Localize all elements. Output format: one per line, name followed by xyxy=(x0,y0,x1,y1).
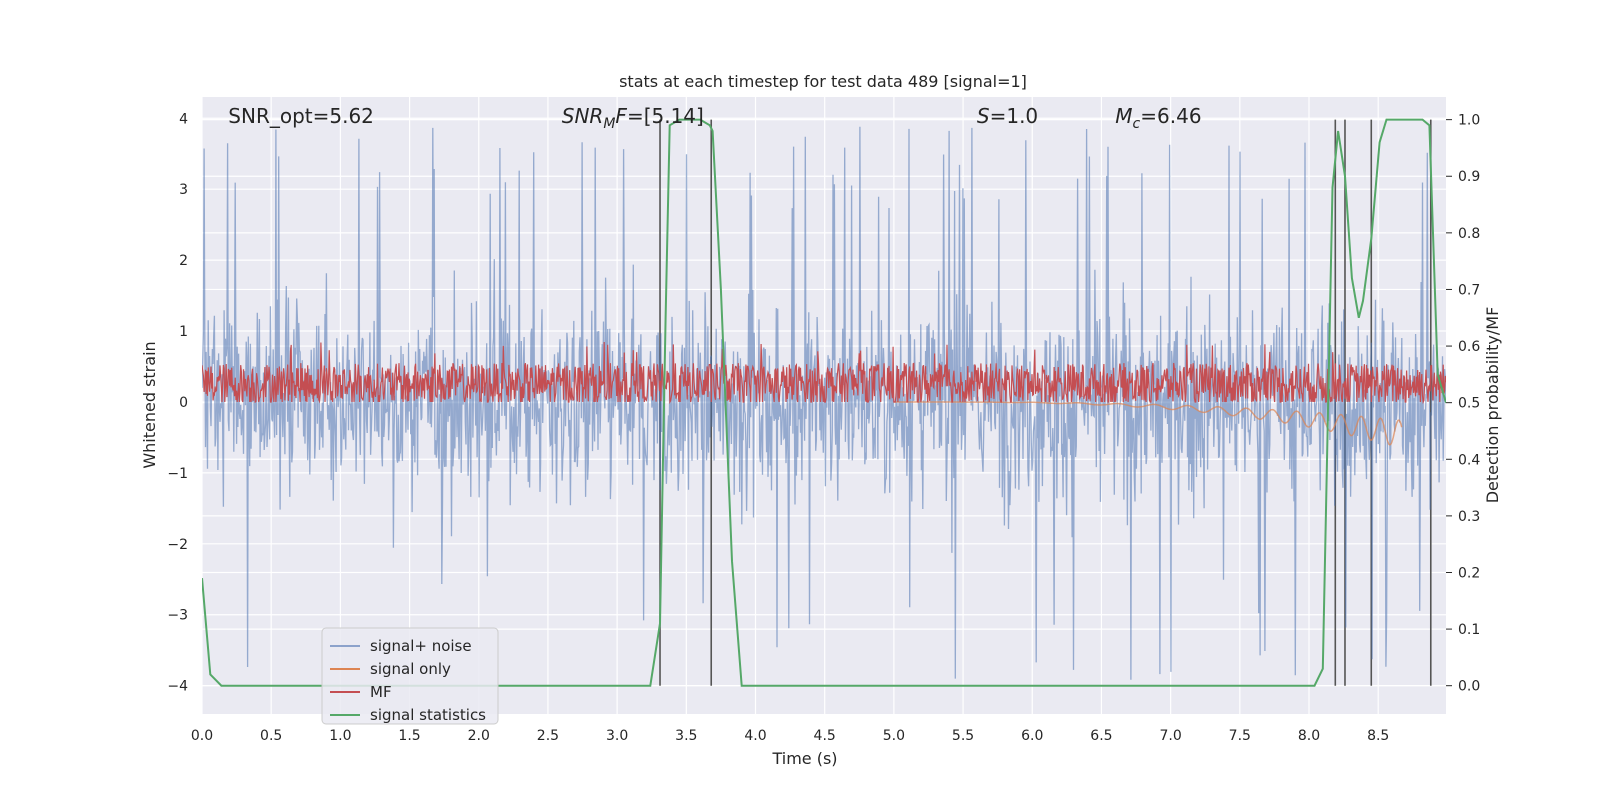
y-tick-label-left: −2 xyxy=(167,537,188,553)
annotation-part: SNR xyxy=(562,104,604,128)
x-tick-label: 6.0 xyxy=(1021,728,1043,744)
annotation-part: =6.46 xyxy=(1140,104,1201,128)
y-axis-label-left: Whitened strain xyxy=(140,341,159,468)
annotations: SNR_opt=5.62 SNRMF=[5.14] S=1.0 Mc=6.46 xyxy=(228,104,1201,132)
y-axis-label-right: Detection probability/MF xyxy=(1483,307,1502,504)
signal-statistics-line xyxy=(202,118,1446,687)
annotation-part: M xyxy=(1115,104,1132,128)
y-tick-label-right: 0.7 xyxy=(1458,282,1480,298)
annotation: SNR_opt=5.62 xyxy=(228,104,374,128)
x-tick-label: 2.0 xyxy=(468,728,490,744)
y-tick-label-left: 3 xyxy=(179,182,188,198)
y-tick-label-right: 0.6 xyxy=(1458,339,1480,355)
signal-only-line xyxy=(893,401,1403,446)
annotation-part: M xyxy=(603,116,615,132)
x-tick-label: 4.5 xyxy=(814,728,836,744)
legend-label: signal only xyxy=(370,660,451,678)
y-tick-label-right: 0.4 xyxy=(1458,452,1480,468)
legend-box xyxy=(321,627,499,725)
annotation-part: c xyxy=(1133,116,1141,132)
x-tick-label: 3.5 xyxy=(675,728,697,744)
x-tick-label: 8.5 xyxy=(1367,728,1389,744)
annotation-part: =[5.14] xyxy=(627,104,704,128)
x-tick-label: 1.0 xyxy=(329,728,351,744)
y-tick-label-right: 0.0 xyxy=(1458,679,1480,695)
y-tick-label-left: 0 xyxy=(179,395,188,411)
x-tick-label: 6.5 xyxy=(1090,728,1112,744)
annotation-part: =1.0 xyxy=(990,104,1039,128)
y-tick-label-left: −3 xyxy=(167,608,188,624)
y-tick-label-left: 2 xyxy=(179,253,188,269)
x-tick-label: 2.5 xyxy=(537,728,559,744)
y-tick-label-left: −1 xyxy=(167,466,188,482)
y-tick-label-right: 0.5 xyxy=(1458,396,1480,412)
legend: signal+ noise signal only MF signal statist… xyxy=(321,627,499,725)
x-tick-label: 5.0 xyxy=(883,728,905,744)
x-tick-label: 5.5 xyxy=(952,728,974,744)
x-tick-label: 4.0 xyxy=(744,728,766,744)
x-tick-label: 7.0 xyxy=(1159,728,1181,744)
x-tick-label: 1.5 xyxy=(398,728,420,744)
y-tick-label-right: 1.0 xyxy=(1458,113,1480,129)
y-tick-label-left: −4 xyxy=(167,679,188,695)
y-tick-label-right: 0.1 xyxy=(1458,622,1480,638)
legend-label: signal+ noise xyxy=(370,637,472,655)
y-tick-label-left: 1 xyxy=(179,324,188,340)
plot-content xyxy=(202,118,1446,687)
y-tick-label-right: 0.3 xyxy=(1458,509,1480,525)
y-tick-label-left: 4 xyxy=(179,111,188,127)
annotation: SNRMF=[5.14] xyxy=(562,104,704,132)
x-tick-label: 7.5 xyxy=(1229,728,1251,744)
annotation: Mc=6.46 xyxy=(1115,104,1201,132)
annotation: S=1.0 xyxy=(977,104,1038,128)
mf-line xyxy=(202,341,1446,405)
annotation-part: F xyxy=(615,104,627,128)
chart-title: stats at each timestep for test data 489… xyxy=(619,72,1027,91)
annotation-part: S xyxy=(977,104,990,128)
legend-label: MF xyxy=(370,683,392,701)
y-tick-label-right: 0.8 xyxy=(1458,226,1480,242)
x-tick-label: 0.0 xyxy=(191,728,213,744)
axis-ticks: 0.0 0.5 1.0 1.5 2.0 2.5 3.0 3.5 4.0 4.5 5.0 5.5 6.0 6… xyxy=(167,111,1480,744)
x-tick-label: 3.0 xyxy=(606,728,628,744)
y-tick-label-right: 0.2 xyxy=(1458,565,1480,581)
x-tick-label: 0.5 xyxy=(260,728,282,744)
x-tick-label: 8.0 xyxy=(1298,728,1320,744)
x-axis-label: Time (s) xyxy=(771,749,837,768)
legend-label: signal statistics xyxy=(370,706,486,724)
y-tick-label-right: 0.9 xyxy=(1458,169,1480,185)
